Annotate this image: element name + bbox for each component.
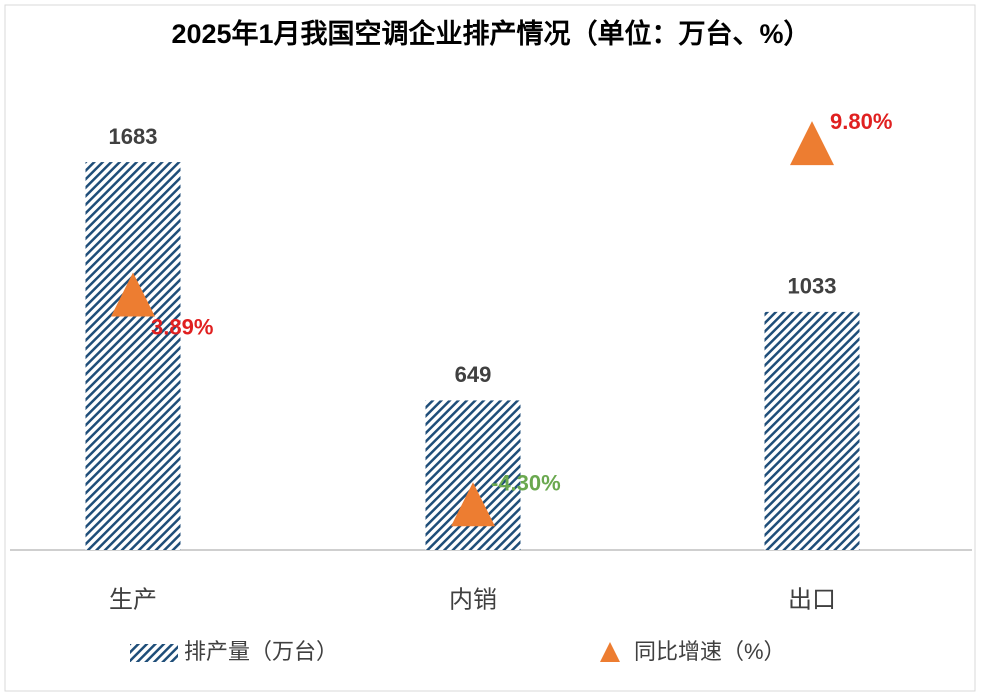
bar-value-label: 1683 [109, 124, 158, 149]
x-tick-label: 内销 [449, 586, 497, 613]
triangle-value-label: 9.80% [830, 109, 892, 134]
chart-title: 2025年1月我国空调企业排产情况（单位：万台、%） [171, 18, 810, 49]
bar [85, 162, 181, 551]
triangle-value-label: -4.30% [491, 470, 561, 495]
legend-swatch [130, 644, 178, 662]
bar-value-label: 1033 [788, 274, 837, 299]
x-tick-label: 出口 [788, 586, 836, 613]
triangle-marker [790, 121, 834, 166]
bar [764, 311, 860, 550]
legend-label: 排产量（万台） [184, 639, 338, 664]
legend-swatch [600, 642, 620, 662]
bar-value-label: 649 [455, 362, 492, 387]
triangle-marker [111, 272, 155, 317]
triangle-value-label: 3.89% [151, 315, 213, 340]
x-tick-label: 生产 [109, 586, 157, 613]
triangle-marker [451, 482, 495, 527]
legend-label: 同比增速（%） [634, 639, 786, 664]
